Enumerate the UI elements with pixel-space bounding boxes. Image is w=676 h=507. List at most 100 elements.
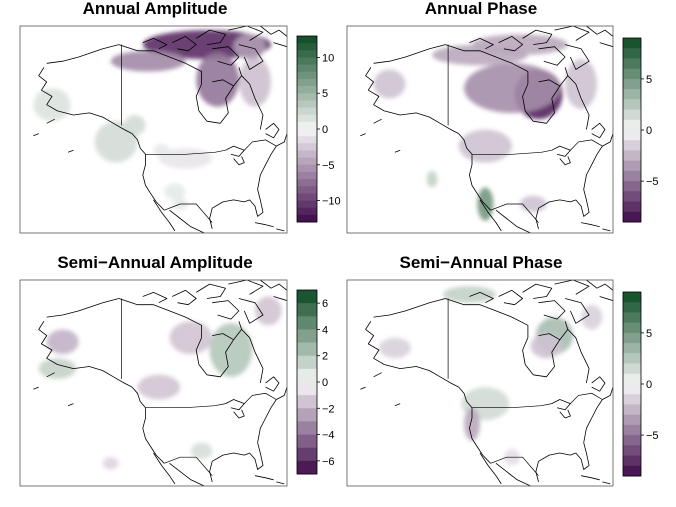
colorbar-swatch [623, 465, 641, 477]
coastline [495, 209, 531, 233]
panel-title: Semi−Annual Amplitude [57, 253, 252, 272]
coastline [373, 44, 446, 64]
country-border [164, 456, 213, 476]
coastline [445, 298, 529, 338]
coastline [249, 189, 264, 217]
coastline [169, 462, 205, 486]
colorbar-swatch [297, 129, 317, 137]
coastline [373, 118, 382, 124]
coastline [46, 298, 119, 318]
coastline [495, 462, 531, 486]
coastline [241, 75, 264, 130]
country-border [490, 456, 539, 476]
map-outline [33, 280, 287, 486]
country-border [490, 203, 539, 223]
colorbar-swatch [297, 368, 317, 383]
colorbar-tick-label: 10 [322, 52, 334, 64]
coastline [554, 26, 590, 41]
colorbar-swatch [623, 48, 641, 59]
coastline [581, 475, 600, 481]
colorbar-swatch [297, 460, 317, 475]
colorbar-swatch [623, 384, 641, 395]
colorbar-swatch [623, 292, 641, 303]
colorbar-swatch [623, 170, 641, 182]
coastline [458, 386, 473, 408]
coastline [260, 26, 287, 37]
colorbar-swatch [623, 58, 641, 70]
colorbar-swatch [623, 332, 641, 344]
data-field [378, 286, 603, 466]
coastline [195, 29, 226, 45]
coastline [273, 296, 287, 301]
colorbar-swatch [297, 421, 317, 435]
country-border [145, 403, 226, 409]
panel-title: Annual Phase [425, 0, 537, 18]
coastline [591, 122, 606, 139]
coastline [479, 452, 502, 485]
country-border [244, 139, 277, 151]
coastline [228, 280, 264, 295]
colorbar-swatch [297, 179, 317, 187]
coastline [538, 300, 566, 320]
coastline [233, 409, 245, 419]
plot-frame [346, 279, 614, 487]
country-border [472, 149, 552, 155]
colorbar-swatch [297, 329, 317, 343]
colorbar-tick-label: 4 [322, 324, 328, 336]
coastline [567, 329, 590, 384]
colorbar-swatch [623, 455, 641, 467]
coastline [142, 407, 165, 464]
colorbar-tick-label: 0 [322, 124, 328, 136]
coastline [260, 280, 287, 291]
colorbar-swatch [623, 435, 641, 446]
colorbar-swatch [297, 78, 317, 87]
coastline [498, 289, 523, 306]
coastline [559, 321, 569, 340]
colorbar-swatch [297, 342, 317, 357]
coastline [538, 46, 566, 66]
coastline [522, 333, 561, 378]
panel-title: Annual Amplitude [83, 0, 228, 18]
colorbar-swatch [623, 404, 641, 416]
coastline [469, 154, 491, 211]
coastline [365, 67, 385, 112]
coastline [602, 481, 611, 485]
colorbar-swatch [297, 64, 317, 73]
colorbar-swatch [297, 186, 317, 194]
coastline [38, 320, 58, 365]
colorbar-swatch [297, 200, 317, 209]
colorbar: 6 4 2 0 −2 −4 −6 [296, 289, 335, 475]
plot-frame [19, 25, 288, 234]
colorbar-swatch [623, 89, 641, 100]
coastline [586, 26, 613, 37]
data-blob [169, 321, 213, 355]
colorbar-swatch [297, 171, 317, 180]
colorbar-swatch [297, 86, 317, 94]
colorbar-tick-label: 5 [322, 88, 328, 100]
colorbar-swatch [297, 107, 317, 116]
colorbar-swatch [623, 68, 641, 80]
coastline [228, 26, 264, 41]
coastline [142, 154, 165, 211]
country-border [472, 403, 552, 409]
coastline [142, 38, 168, 50]
coastline [212, 300, 240, 320]
data-blob [137, 374, 181, 400]
colorbar-swatch [623, 363, 641, 375]
coastline [46, 372, 55, 378]
colorbar-swatch [297, 290, 317, 304]
coastline [57, 364, 133, 388]
colorbar-swatch [297, 382, 317, 396]
data-field [38, 296, 282, 470]
colorbar-swatch [297, 408, 317, 422]
coastline [257, 145, 277, 190]
coastline [445, 44, 529, 84]
colorbar-tick-label: −10 [322, 196, 341, 208]
coastline [559, 67, 569, 87]
colorbar-tick-label: 5 [646, 74, 652, 86]
coastline [225, 145, 245, 157]
data-blob [46, 329, 79, 355]
coastline [238, 44, 264, 70]
coastline [33, 386, 39, 390]
colorbar-swatch [623, 424, 641, 436]
